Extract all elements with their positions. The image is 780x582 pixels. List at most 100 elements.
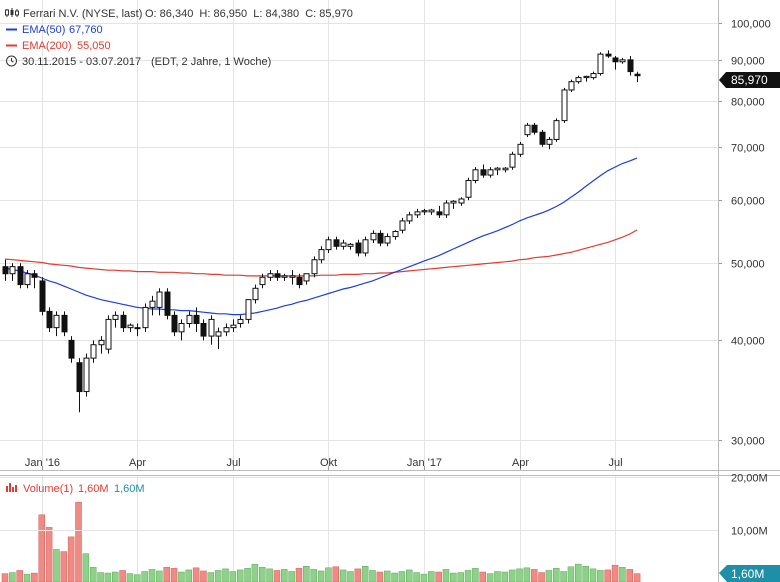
volume-bar-up (582, 566, 589, 582)
volume-bar-up (457, 572, 464, 582)
candle (428, 208, 435, 215)
price-grid (0, 23, 722, 441)
candle-body-down (296, 276, 303, 286)
volume-bar-up (516, 568, 523, 582)
candle-body-up (9, 266, 16, 275)
candle (200, 319, 207, 341)
candle (509, 151, 516, 170)
candle (399, 217, 406, 234)
volume-bar-down (119, 570, 126, 582)
clock-icon (6, 55, 17, 67)
volume-bar-up (339, 569, 347, 582)
volume-bar-down (16, 570, 23, 582)
volume-bar-up (406, 569, 413, 582)
candle-body-up (399, 220, 406, 231)
candle (76, 358, 83, 413)
time-tick-label: Jul (608, 457, 622, 469)
candle (171, 311, 178, 337)
candle (325, 236, 332, 253)
candle (164, 288, 171, 320)
candle (458, 197, 465, 206)
candle (112, 311, 119, 328)
candle-body-up (392, 230, 399, 238)
volume-bar-down (38, 514, 45, 582)
candle-body-up (186, 314, 193, 325)
candle-body-up (281, 275, 288, 278)
candle (392, 230, 399, 240)
candle (472, 167, 479, 184)
candle (531, 122, 538, 135)
candle-body-up (509, 153, 516, 168)
volume-bar-down (31, 572, 38, 582)
candle (590, 71, 597, 80)
candle-body-down (480, 169, 487, 176)
candle (9, 263, 16, 281)
candle (362, 236, 369, 257)
candle-icon (5, 8, 19, 17)
candle-body-down (355, 242, 362, 254)
candle (318, 246, 325, 264)
candle (553, 118, 560, 142)
volume-bar-up (428, 571, 435, 582)
candle-body-up (414, 211, 421, 216)
volume-bar-down (604, 569, 611, 582)
volume-bar-up (464, 570, 472, 582)
candle (2, 259, 9, 281)
candle (17, 263, 24, 289)
candle (575, 75, 582, 84)
candle (53, 311, 60, 337)
candle (24, 270, 31, 289)
candle (120, 311, 127, 332)
candle (142, 303, 149, 332)
candle (223, 323, 230, 337)
candle (68, 336, 75, 363)
volume-bar-down (273, 570, 281, 582)
instrument-title: Ferrari N.V. (NYSE, last) (23, 8, 142, 20)
candle (105, 315, 112, 354)
candle (524, 122, 531, 138)
volume-value-red: 1,60M (78, 483, 109, 495)
candle-body-down (17, 266, 24, 286)
candle-body-up (267, 273, 274, 278)
volume-bar-down (67, 536, 75, 582)
candle-body-down (539, 131, 546, 145)
candle-body-down (61, 314, 68, 333)
candle-body-down (274, 273, 281, 278)
time-tick-label: Apr (129, 457, 146, 469)
candle-body-up (259, 276, 266, 286)
candle-body-down (120, 314, 127, 329)
last-price-badge: 85,970 (719, 72, 780, 88)
volume-bar-up (89, 567, 97, 582)
candle-body-up (517, 143, 524, 155)
candle-body-down (68, 339, 75, 359)
volume-bar-up (236, 569, 244, 582)
candle (340, 239, 347, 250)
volume-bar-down (435, 571, 442, 582)
candle (90, 340, 97, 363)
candle (450, 200, 457, 209)
volume-bar-up (494, 571, 501, 582)
candle-body-up (524, 124, 531, 136)
last-volume-badge: 1,60M (719, 565, 780, 582)
volume-bars (1, 501, 641, 582)
volume-bar-up (420, 573, 428, 582)
candle (539, 129, 546, 147)
candle (193, 307, 200, 332)
candle-body-down (31, 273, 38, 278)
volume-bar-up (398, 571, 406, 582)
candle-body-up (156, 291, 163, 308)
volume-bar-down (332, 566, 339, 582)
price-tick-label: 70,000 (731, 143, 765, 155)
candle-body-up (134, 327, 141, 330)
volume-bar-down (479, 571, 486, 582)
candle-body-up (568, 81, 575, 91)
candle-body-up (450, 200, 457, 204)
candle (149, 295, 156, 316)
volume-header: Volume(1) 1,60M 1,60M (6, 483, 145, 495)
volume-bar-up (442, 569, 450, 582)
volume-bar-up (369, 570, 376, 582)
candle-body-up (223, 327, 230, 333)
volume-bar-up (523, 567, 531, 582)
candle (627, 56, 634, 76)
